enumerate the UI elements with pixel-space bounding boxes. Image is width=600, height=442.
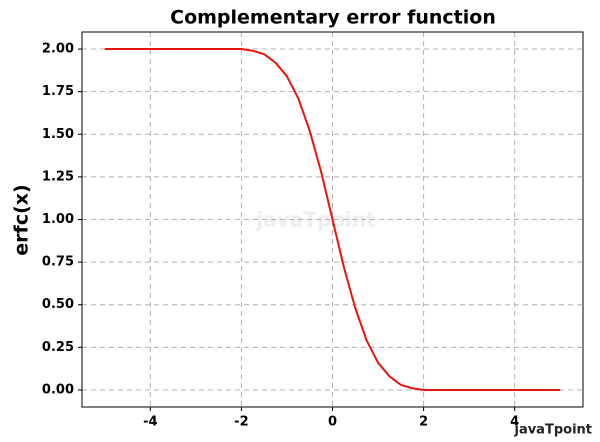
y-tick-label: 2.00 [42,42,74,57]
x-tick-label: -4 [143,415,157,430]
y-axis-label: erfc(x) [11,184,33,255]
x-tick-label: 2 [419,415,428,430]
x-tick-label: 4 [510,415,519,430]
y-tick-label: 0.00 [42,382,74,397]
y-tick-label: 0.25 [42,340,74,355]
plot-frame [81,31,584,408]
chart-title: Complementary error function [170,7,496,29]
y-tick-label: 1.50 [42,127,74,142]
y-tick-label: 0.75 [42,255,74,270]
logo: javaTpoint [513,423,592,438]
y-tick-label: 1.00 [42,212,74,227]
x-tick-label: 0 [328,415,337,430]
y-tick-label: 0.50 [42,297,74,312]
x-tick-label: -2 [234,415,248,430]
y-tick-label: 1.25 [42,169,74,184]
line [104,48,561,391]
y-tick-label: 1.75 [42,84,74,99]
